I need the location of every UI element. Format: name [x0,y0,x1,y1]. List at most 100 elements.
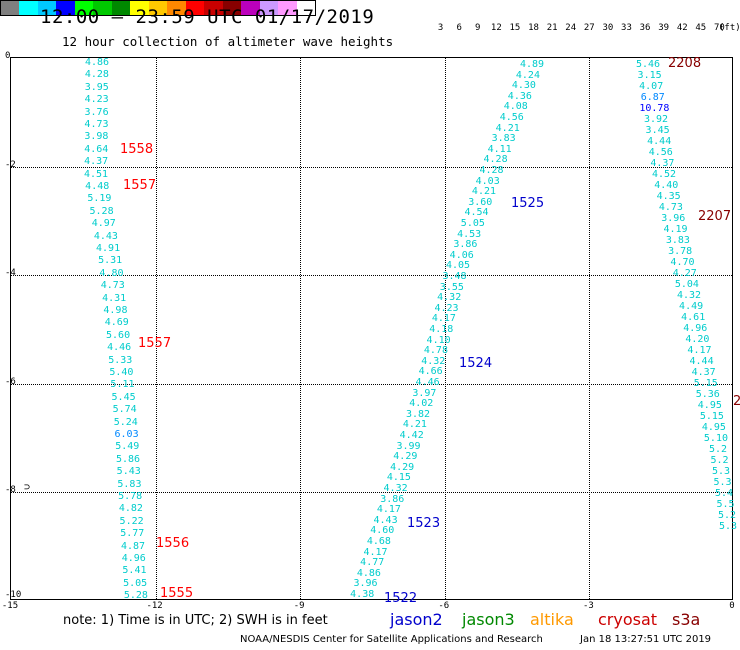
wave-height-value: 5.15 [699,411,724,422]
map-plot-area[interactable] [10,57,733,600]
wave-height-value: 5.2 [710,455,729,466]
wave-height-value: 3.55 [439,281,464,293]
legend-tick-label: 39 [658,23,670,33]
satellite-legend-jason3: jason3 [462,610,515,629]
y-tick-label: -10 [5,590,22,600]
legend-swatch [296,1,315,15]
color-legend-bar [0,0,316,16]
wave-height-value: 5.43 [116,466,141,478]
wave-height-value: 4.30 [511,80,536,92]
legend-swatch [241,1,260,15]
wave-height-value: 5.77 [120,528,145,540]
legend-swatch [93,1,112,15]
wave-height-value: 4.21 [402,419,427,431]
pass-time-label: 1557 [123,178,157,193]
legend-swatch [278,1,297,15]
legend-tick-label: 42 [676,23,688,33]
wave-height-value: 4.08 [503,101,528,113]
wave-height-value: 5.2 [708,444,728,455]
wave-height-value: 5.74 [112,404,137,416]
wave-height-value: 4.35 [656,191,681,202]
wave-height-value: 5.04 [674,279,699,290]
coastline-marker: ⊃ [24,482,31,493]
wave-height-value: 4.17 [376,504,401,516]
wave-height-value: 4.54 [464,207,489,219]
wave-height-value: 4.02 [409,398,434,410]
x-tick-label: -3 [582,601,594,611]
wave-height-value: 4.06 [449,249,474,261]
legend-swatch [111,1,131,15]
wave-height-value: 4.69 [104,317,129,329]
legend-tick-label: 27 [583,23,595,33]
wave-height-value: 3.60 [468,196,493,208]
wave-height-value: 3.76 [84,106,109,118]
wave-height-value: 4.20 [685,334,710,345]
wave-height-value: 4.05 [445,260,471,272]
wave-height-value: 5.28 [89,205,114,217]
wave-height-value: 4.23 [434,302,459,314]
y-tick-label: -6 [5,376,16,387]
map-subtitle: 12 hour collection of altimeter wave hei… [62,34,394,49]
wave-height-value: 4.60 [370,525,395,537]
grid-line-vertical [155,58,157,599]
wave-height-value: 5.49 [115,441,140,453]
wave-height-value: 4.86 [84,57,110,68]
wave-height-value: 5.36 [695,389,720,400]
wave-height-value: 4.95 [701,422,726,433]
pass-time-label: 1525 [511,196,545,211]
pass-time-label: 1557 [138,336,172,351]
wave-height-value: 5.31 [98,255,123,267]
wave-height-value: 4.73 [84,119,109,130]
legend-tick-label: 33 [621,23,632,33]
wave-height-value: 4.28 [483,154,508,166]
legend-tick-label: 15 [509,23,521,33]
wave-height-value: 4.17 [363,546,388,558]
x-tick-label: 0 [729,601,735,611]
legend-tick-label: 12 [490,23,502,33]
wave-height-value: 3.78 [668,246,693,257]
wave-height-value: 3.82 [406,408,431,420]
y-tick-label: -8 [5,485,16,496]
pass-time-label: 2207 [698,209,732,224]
x-tick-label: -12 [146,601,163,611]
wave-height-value: 4.44 [647,136,672,147]
wave-height-value: 4.11 [487,143,512,155]
wave-height-value: 4.95 [697,400,722,411]
wave-height-value: 4.07 [639,81,664,92]
wave-height-value: 4.73 [658,202,683,213]
wave-height-value: 6.87 [640,92,665,103]
pass-time-label: 1556 [156,536,190,551]
legend-swatch [148,1,168,15]
wave-height-value: 5.15 [693,378,718,389]
x-tick-label: -9 [293,601,305,611]
legend-tick-label: 3 [437,23,444,33]
wave-height-value: 5.41 [122,565,147,577]
wave-height-value: 4.19 [663,224,688,235]
wave-height-value: 5.19 [87,193,112,205]
wave-height-value: 4.29 [393,451,418,463]
wave-height-value: 3.96 [353,578,378,590]
wave-height-value: 5.60 [106,329,131,341]
wave-height-value: 4.03 [475,175,500,187]
wave-height-value: 4.78 [423,345,448,357]
timestamp-footer: Jan 18 13:27:51 UTC 2019 [580,634,712,645]
wave-height-value: 4.53 [457,228,482,240]
legend-swatch [19,1,38,15]
wave-height-value: 4.43 [93,230,118,242]
legend-swatch [204,1,223,15]
wave-height-value: 4.18 [429,324,454,335]
legend-swatch [1,1,20,15]
wave-height-value: 5.3 [713,477,732,488]
satellite-legend-altika: altika [530,610,574,629]
wave-height-value: 4.77 [360,557,385,569]
pass-time-label: 1522 [384,591,418,606]
wave-height-value: 4.37 [84,156,109,168]
pass-time-label: 1524 [459,356,493,371]
y-tick-label: -2 [5,159,16,170]
grid-line-vertical [300,58,302,599]
credit-footer: NOAA/NESDIS Center for Satellite Applica… [240,634,543,645]
wave-height-value: 4.46 [415,377,440,388]
legend-swatch [167,1,186,15]
satellite-legend-cryosat: cryosat [598,610,658,629]
wave-height-value: 5.40 [109,367,134,378]
